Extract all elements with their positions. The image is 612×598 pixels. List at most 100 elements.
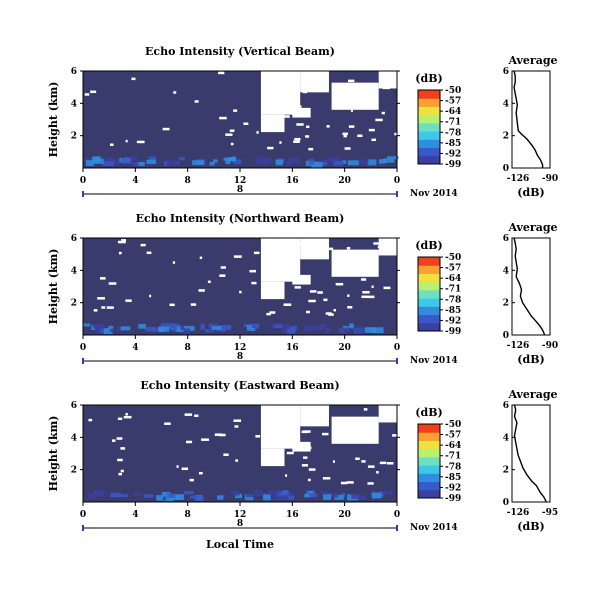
echo-cell [183,490,194,495]
echo-cell [118,494,129,498]
echo-cell [320,161,328,166]
no-data-speckle [265,266,271,270]
y-tick-label: 2 [71,466,77,476]
no-data-speckle [110,143,114,146]
no-data-speckle [189,478,194,482]
echo-cell [200,323,205,330]
no-data-speckle [101,306,106,309]
colorbar-segment [418,298,440,307]
colorbar-tick-label: -64 [445,274,461,284]
no-data-region [292,274,311,285]
panel-2: Echo Intensity (Eastward Beam) 6 4 2 Height … [47,379,558,533]
no-data-speckle [294,286,301,289]
echo-cell [351,494,360,499]
echo-cell [367,159,377,166]
no-data-region [378,405,397,423]
no-data-speckle [125,139,128,143]
no-data-speckle [194,100,199,103]
echo-cell [189,495,198,499]
no-data-speckle [225,133,233,136]
no-data-speckle [269,311,276,314]
echo-cell [358,159,369,164]
colorbar-frame [417,423,441,499]
no-data-speckle [308,147,314,151]
no-data-speckle [214,433,223,436]
echo-cell [325,328,330,334]
no-data-region [331,416,379,444]
no-data-speckle [377,245,384,249]
x-tick-label: 0 [80,176,86,186]
colorbar-unit: (dB) [415,239,442,252]
echo-cell [279,324,291,329]
echo-cell [83,323,91,327]
no-data-speckle [294,137,301,141]
echo-cell [371,327,384,334]
echo-cell [246,493,255,498]
avg-y-tick-label: 0 [503,331,509,341]
echo-cell [160,323,173,329]
no-data-speckle [111,439,116,442]
no-data-speckle [373,242,381,245]
no-data-speckle [117,417,123,421]
echo-cell [353,325,364,331]
no-data-speckle [379,410,383,414]
no-data-speckle [120,447,126,450]
no-data-speckle [306,125,310,129]
colorbar-unit: (dB) [415,72,442,85]
no-data-region [260,238,301,282]
no-data-speckle [357,134,363,138]
colorbar-segment [418,448,440,458]
no-data-speckle [294,108,300,111]
no-data-speckle [371,425,377,429]
no-data-speckle [117,240,126,244]
colorbar-frame [417,89,441,165]
no-data-speckle [88,418,93,422]
echo-cell [329,156,339,163]
no-data-speckle [146,251,152,255]
no-data-speckle [201,438,210,441]
no-data-speckle [332,460,335,463]
no-data-speckle [267,405,276,409]
echo-cell [311,161,323,168]
x-tick-label: 0 [80,343,86,353]
no-data-speckle [149,294,152,298]
colorbar-tick-label: -50 [445,86,461,96]
echo-cell [176,326,184,332]
no-data-speckle [233,109,238,112]
x-axis-label: Local Time [206,538,274,551]
echo-cell [226,324,232,329]
no-data-speckle [303,456,308,459]
no-data-region [260,448,285,467]
no-data-speckle [296,123,304,126]
echo-cell [92,156,101,162]
colorbar-segment [418,314,440,324]
colorbar-segment [418,273,440,283]
no-data-speckle [292,444,297,447]
no-data-speckle [288,410,293,414]
colorbar-segment [418,456,440,466]
echo-cell [258,159,270,165]
no-data-speckle [372,263,375,266]
no-data-speckle [140,243,146,247]
no-data-speckle [198,289,205,292]
no-data-speckle [243,122,249,126]
echo-cell [381,491,394,495]
colorbar-tick-label: -71 [445,285,461,295]
echo-cell [195,495,204,501]
colorbar-tick-label: -78 [445,128,461,138]
no-data-speckle [279,115,285,119]
no-data-speckle [348,79,355,83]
avg-x-axis-label: (dB) [517,520,544,533]
no-data-speckle [116,437,123,440]
no-data-speckle [352,94,357,98]
echo-cell [209,161,215,166]
avg-y-tick-label: 4 [503,433,509,443]
no-data-speckle [229,129,235,132]
no-data-speckle [233,419,242,422]
no-data-speckle [333,91,341,95]
no-data-speckle [361,98,365,102]
no-data-speckle [293,449,297,452]
no-data-speckle [342,132,348,136]
echo-cell [88,492,95,499]
echo-cell [308,491,313,495]
